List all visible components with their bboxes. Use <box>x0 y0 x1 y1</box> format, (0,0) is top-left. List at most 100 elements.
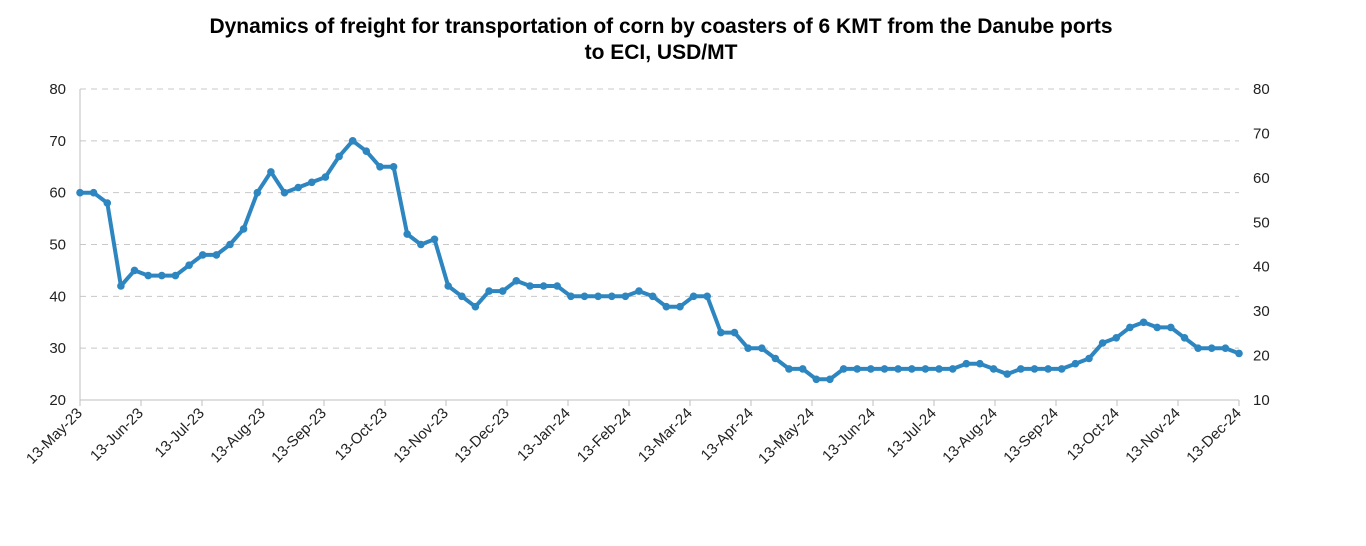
data-point <box>185 261 193 270</box>
data-point <box>553 282 561 290</box>
data-point <box>785 365 793 373</box>
x-tick-label: 13-Sep-24 <box>1000 405 1062 467</box>
y-tick-label: 40 <box>49 288 66 305</box>
data-point <box>1153 323 1161 332</box>
data-point <box>1017 365 1025 373</box>
data-point <box>1139 318 1148 327</box>
y2-tick-label: 10 <box>1253 392 1270 409</box>
data-point <box>717 328 725 337</box>
data-point <box>703 292 711 301</box>
data-point <box>867 365 875 373</box>
data-point <box>1235 349 1243 358</box>
data-point <box>335 152 343 161</box>
data-point <box>1112 334 1121 342</box>
x-tick-label: 13-Aug-24 <box>939 405 1001 467</box>
x-tick-label: 13-May-24 <box>755 405 818 468</box>
data-point <box>389 163 398 171</box>
data-point <box>962 359 971 368</box>
data-point <box>103 199 112 207</box>
x-tick-label: 13-Feb-24 <box>574 405 635 466</box>
data-point <box>130 266 139 275</box>
y-tick-label: 70 <box>49 133 66 150</box>
right-y-axis-ticks: 10 20 30 40 50 60 70 80 <box>1253 81 1270 409</box>
y-tick-label: 50 <box>49 237 66 254</box>
data-point <box>1221 344 1230 353</box>
x-tick-label: 13-Jun-24 <box>819 405 879 465</box>
y-tick-label: 80 <box>49 81 66 98</box>
data-point <box>539 282 548 290</box>
data-point <box>76 188 84 197</box>
x-axis-ticks: 13-May-23 13-Jun-23 13-Jul-23 13-Aug-23 13-S… <box>23 400 1245 468</box>
x-tick-label: 13-Jun-23 <box>87 405 147 465</box>
data-point <box>376 163 384 171</box>
x-tick-label: 13-Aug-23 <box>207 405 269 467</box>
data-point <box>744 344 752 353</box>
data-point <box>348 137 357 145</box>
data-point <box>908 365 916 373</box>
data-point <box>1126 323 1134 332</box>
y2-tick-label: 20 <box>1253 348 1270 365</box>
chart-title-line-1: Dynamics of freight for transportation o… <box>209 15 1113 38</box>
x-tick-label: 13-Jul-24 <box>884 405 940 461</box>
data-point <box>226 240 234 249</box>
y-tick-label: 30 <box>49 340 66 357</box>
data-point <box>1167 323 1175 332</box>
data-point <box>758 344 766 353</box>
data-point <box>689 292 698 301</box>
data-point <box>798 365 807 373</box>
data-point <box>430 235 439 244</box>
data-point <box>512 277 521 285</box>
data-point <box>198 251 207 259</box>
chart-title-line-2: to ECI, USD/MT <box>584 41 738 64</box>
x-tick-label: 13-May-23 <box>23 405 86 468</box>
data-point <box>362 147 371 155</box>
data-point <box>117 282 125 290</box>
data-point <box>921 365 930 373</box>
data-point <box>458 292 466 301</box>
y2-tick-label: 70 <box>1253 125 1270 142</box>
data-point <box>294 183 303 192</box>
data-point <box>771 354 780 363</box>
data-point <box>1057 365 1066 373</box>
data-point <box>1085 354 1093 363</box>
data-point <box>89 188 98 197</box>
data-point <box>526 282 534 290</box>
data-point <box>1030 365 1039 373</box>
data-point <box>253 188 262 197</box>
gridlines <box>80 88 1239 349</box>
data-point <box>662 302 671 311</box>
y2-tick-label: 60 <box>1253 170 1270 187</box>
data-point <box>826 375 834 384</box>
y2-tick-label: 30 <box>1253 303 1270 320</box>
data-point <box>1180 334 1189 342</box>
y-tick-label: 60 <box>49 185 66 202</box>
data-point <box>1207 344 1216 353</box>
data-point <box>880 365 889 373</box>
data-point <box>567 292 575 301</box>
data-point <box>989 365 998 373</box>
data-point <box>144 271 152 280</box>
data-point <box>417 240 425 249</box>
data-point <box>1098 339 1107 347</box>
data-point <box>1003 370 1011 378</box>
y-tick-label: 20 <box>49 392 66 409</box>
x-tick-label: 13-Mar-24 <box>635 405 696 466</box>
x-tick-label: 13-Jan-24 <box>514 405 574 465</box>
data-point <box>444 282 453 290</box>
data-point <box>635 287 643 295</box>
data-point <box>1071 359 1080 368</box>
data-point <box>1044 365 1052 373</box>
data-point <box>894 365 902 373</box>
data-point <box>267 168 275 176</box>
data-point <box>621 292 630 301</box>
data-point <box>608 292 616 301</box>
data-point <box>308 178 316 187</box>
data-point <box>730 328 739 337</box>
data-point <box>485 287 493 295</box>
x-tick-label: 13-Nov-24 <box>1122 405 1184 467</box>
y2-tick-label: 50 <box>1253 214 1270 231</box>
y2-tick-label: 40 <box>1253 259 1270 276</box>
x-tick-label: 13-Jul-23 <box>152 405 208 461</box>
x-tick-label: 13-Apr-24 <box>698 405 757 464</box>
